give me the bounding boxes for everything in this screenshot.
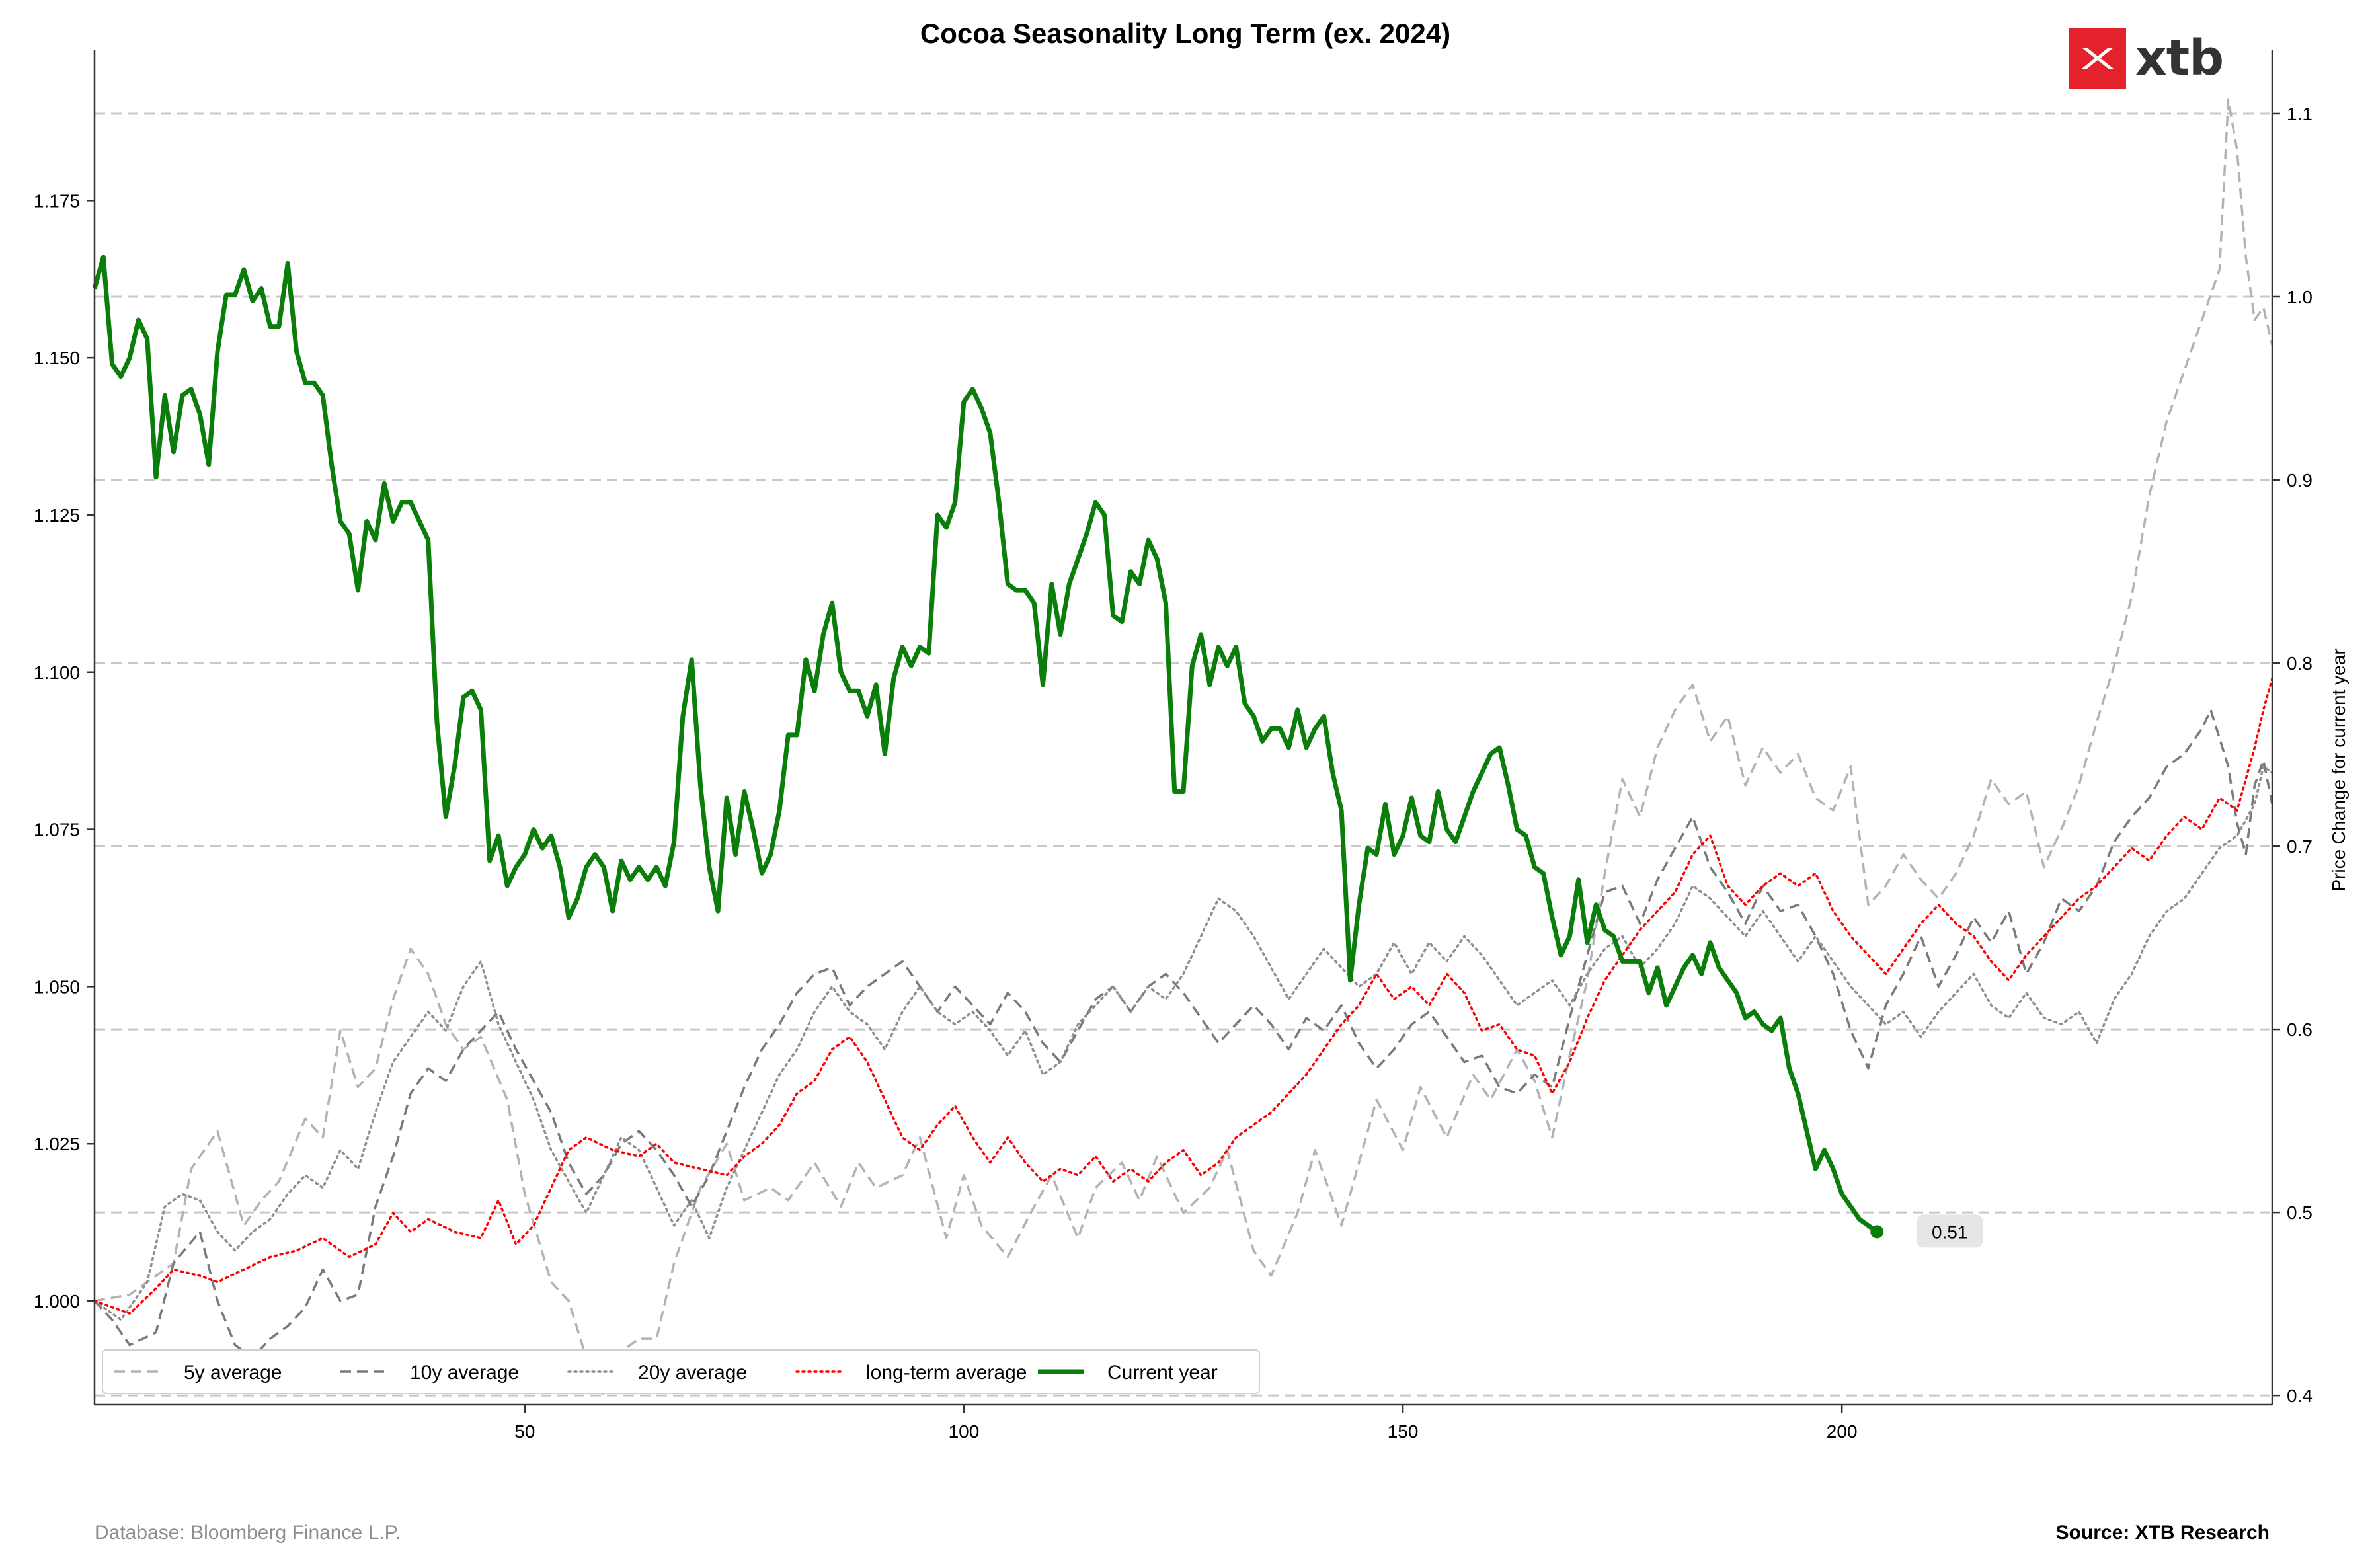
end-dot (1870, 1225, 1884, 1239)
left-tick-label: 1.150 (34, 348, 80, 368)
series-line-5y-average (94, 98, 2273, 1397)
legend-box (102, 1349, 1260, 1394)
end-label-box (1917, 1214, 1983, 1248)
series-line-long-term-average (93, 677, 2273, 1315)
series-line-10y-average (93, 709, 2273, 1359)
axes (93, 50, 2273, 1406)
right-tick-label: 0.6 (2287, 1019, 2313, 1040)
right-tick-label: 0.8 (2287, 653, 2313, 674)
legend-entry: long-term average (866, 1362, 1027, 1384)
legend-entry: 10y average (410, 1362, 519, 1384)
series-line-current-year (92, 255, 1879, 1234)
end-value-marker: 0.51 (1870, 1214, 1983, 1248)
legend-entry: 20y average (638, 1362, 747, 1384)
chart-title: Cocoa Seasonality Long Term (ex. 2024) (920, 18, 1450, 49)
xtb-logo-text: xtb (2135, 30, 2224, 87)
x-tick-label: 200 (1827, 1421, 1858, 1442)
x-tick-label: 100 (949, 1421, 980, 1442)
right-axis-label: Price Change for current year (2328, 648, 2349, 891)
source-note: Source: XTB Research (2055, 1522, 2270, 1544)
left-tick-label: 1.125 (34, 505, 80, 526)
left-tick-label: 1.000 (34, 1291, 80, 1312)
xtb-logo-mark (2069, 28, 2126, 89)
legend-entry: 5y average (184, 1362, 282, 1384)
legend-entry: Current year (1107, 1362, 1218, 1384)
grid-lines (95, 112, 2272, 1397)
right-tick-label: 1.1 (2287, 104, 2313, 124)
series-line-20y-average (93, 765, 2273, 1321)
right-tick-label: 0.5 (2287, 1202, 2313, 1223)
series-layer (92, 98, 2273, 1397)
legend: 5y average 10y average 20y average long-ter… (102, 1349, 1260, 1394)
right-tick-label: 0.4 (2287, 1386, 2313, 1406)
tick-labels: 1.0001.0251.0501.0751.1001.1251.1501.175… (34, 104, 2313, 1442)
left-tick-label: 1.100 (34, 662, 80, 683)
left-tick-label: 1.025 (34, 1134, 80, 1154)
right-tick-label: 0.9 (2287, 470, 2313, 490)
left-tick-label: 1.050 (34, 976, 80, 997)
left-tick-label: 1.075 (34, 820, 80, 840)
right-tick-label: 0.7 (2287, 836, 2313, 857)
xtb-logo: xtb (2069, 28, 2224, 89)
right-tick-label: 1.0 (2287, 287, 2313, 307)
x-tick-label: 50 (514, 1421, 535, 1442)
left-tick-label: 1.175 (34, 190, 80, 211)
database-note: Database: Bloomberg Finance L.P. (95, 1522, 401, 1544)
x-tick-label: 150 (1388, 1421, 1419, 1442)
end-value-label: 0.51 (1932, 1222, 1968, 1242)
